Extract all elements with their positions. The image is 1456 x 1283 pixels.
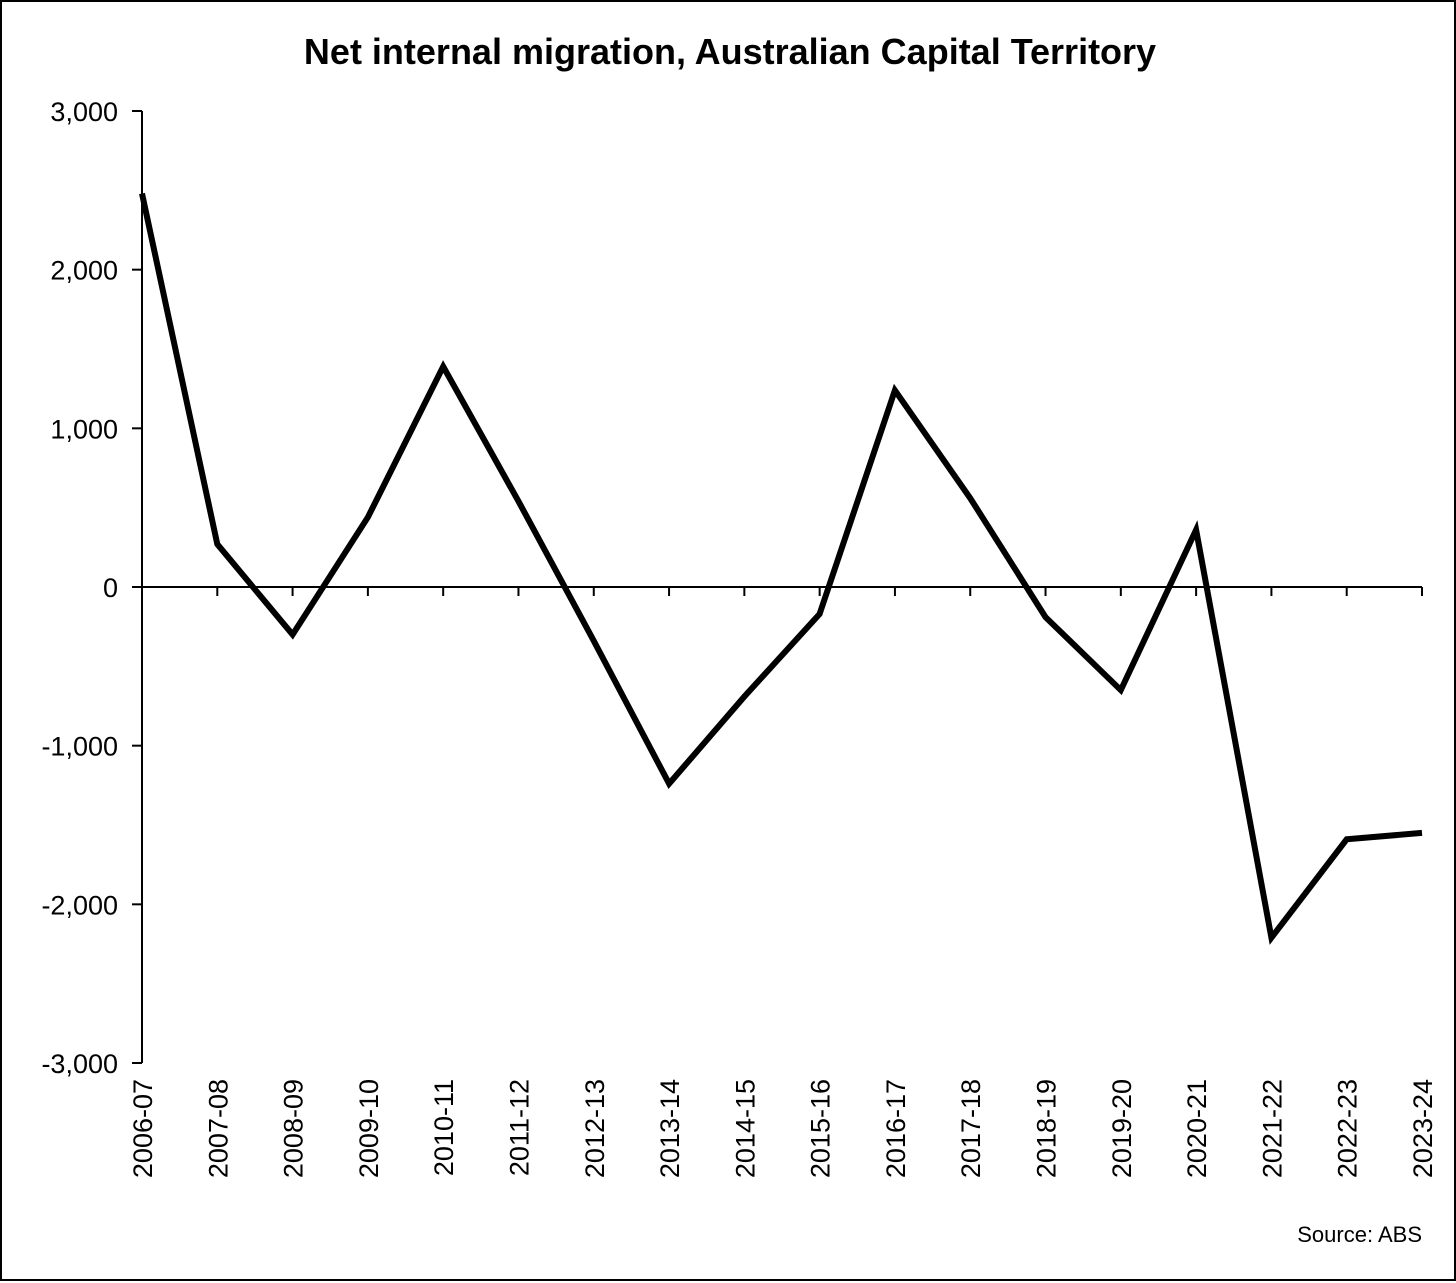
x-tick-label: 2014-15 bbox=[730, 1079, 760, 1178]
x-tick-label: 2008-09 bbox=[279, 1079, 309, 1178]
y-tick-label: -3,000 bbox=[41, 1049, 118, 1079]
series-layer bbox=[142, 193, 1422, 937]
x-tick-label: 2022-23 bbox=[1333, 1079, 1363, 1178]
x-tick-label: 2023-24 bbox=[1408, 1079, 1438, 1178]
y-tick-label: 0 bbox=[103, 573, 118, 603]
x-tick-label: 2012-13 bbox=[580, 1079, 610, 1178]
axes: 3,000 2,000 1,000 0 -1,000 -2,000 -3,000 2006-0… bbox=[41, 97, 1438, 1178]
x-tick-label: 2011-12 bbox=[504, 1079, 534, 1176]
x-tick-label: 2015-16 bbox=[806, 1079, 836, 1178]
x-tick-label: 2009-10 bbox=[354, 1079, 384, 1178]
y-tick-label: -1,000 bbox=[41, 732, 118, 762]
series-line bbox=[142, 194, 1422, 938]
x-tick-label: 2018-19 bbox=[1032, 1079, 1062, 1178]
x-tick-label: 2021-22 bbox=[1257, 1079, 1287, 1178]
y-tick-label: -2,000 bbox=[41, 890, 118, 920]
x-tick-label: 2010-11 bbox=[429, 1079, 459, 1176]
x-tick-label: 2020-21 bbox=[1182, 1079, 1212, 1178]
x-tick-label: 2017-18 bbox=[956, 1079, 986, 1178]
y-tick-label: 1,000 bbox=[50, 414, 118, 444]
source-note: Source: ABS bbox=[1297, 1222, 1422, 1247]
x-tick-label: 2007-08 bbox=[203, 1079, 233, 1178]
x-tick-label: 2019-20 bbox=[1107, 1079, 1137, 1178]
x-tick-label: 2006-07 bbox=[128, 1079, 158, 1178]
y-tick-label: 3,000 bbox=[50, 97, 118, 127]
x-tick-label: 2013-14 bbox=[655, 1079, 685, 1178]
y-tick-label: 2,000 bbox=[50, 256, 118, 286]
x-tick-label: 2016-17 bbox=[881, 1079, 911, 1178]
chart-title: Net internal migration, Australian Capit… bbox=[304, 31, 1156, 72]
